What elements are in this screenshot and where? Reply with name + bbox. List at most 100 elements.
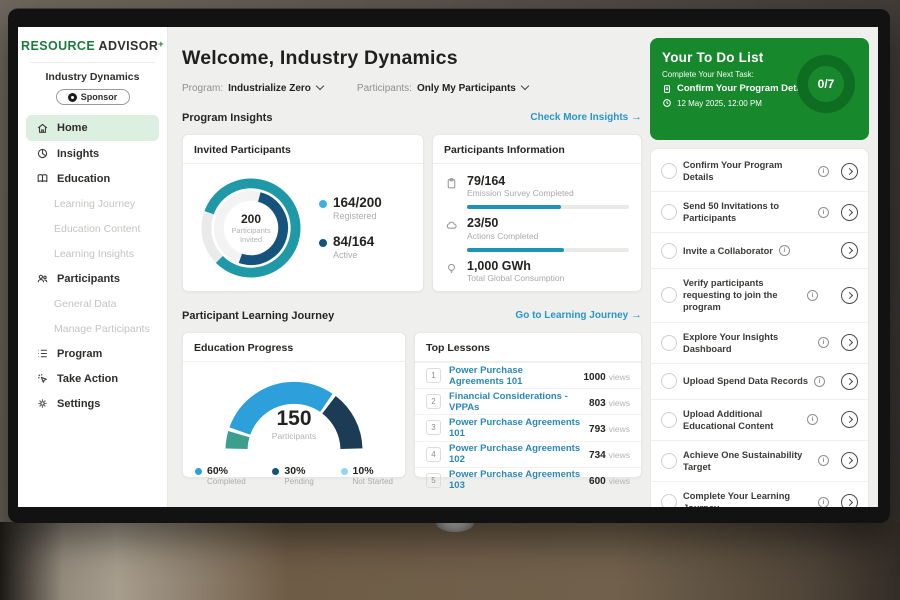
sidebar: RESOURCE ADVISOR+ Industry Dynamics Spon… [18,27,168,507]
card-title: Top Lessons [415,333,641,362]
sidebar-item-learning-insights[interactable]: Learning Insights [54,247,134,260]
info-icon[interactable]: i [818,455,829,467]
document-icon [662,84,672,94]
task-row[interactable]: Confirm Your Program Details i [651,151,868,191]
sidebar-item-settings[interactable]: Settings [18,391,167,416]
task-row[interactable]: Invite a Collaborator i [651,232,868,268]
task-open-button[interactable] [841,286,858,304]
arrow-right-icon: → [631,111,642,123]
task-row[interactable]: Upload Additional Educational Content i [651,398,868,440]
task-open-button[interactable] [841,242,858,260]
task-checkbox[interactable] [661,411,677,428]
take-action-icon [36,372,49,385]
sidebar-item-participants[interactable]: Participants [18,266,167,291]
task-open-button[interactable] [841,334,858,352]
org-name: Industry Dynamics [45,71,140,83]
program-filter[interactable]: Program: Industrialize Zero [182,81,325,94]
task-checkbox[interactable] [661,204,677,221]
participants-filter[interactable]: Participants: Only My Participants [357,81,530,94]
rank-badge: 2 [426,394,441,410]
task-open-button[interactable] [841,203,858,221]
task-row[interactable]: Complete Your Learning Journey i [651,481,868,507]
task-checkbox[interactable] [661,334,677,351]
check-more-insights-link[interactable]: Check More Insights → [530,111,642,124]
legend-dot [272,468,280,475]
home-icon [36,122,49,135]
progress-track [467,247,629,252]
task-checkbox[interactable] [661,373,677,390]
sidebar-item-learning-journey[interactable]: Learning Journey [54,197,136,210]
info-icon[interactable]: i [818,337,829,349]
task-row[interactable]: Explore Your Insights Dashboard i [651,321,868,363]
task-checkbox[interactable] [661,452,677,469]
lesson-link[interactable]: Financial Considerations - VPPAs [449,390,568,413]
page-title: Welcome, Industry Dynamics [182,47,458,69]
info-icon[interactable]: i [778,245,790,257]
sidebar-item-program[interactable]: Program [18,341,167,366]
invited-donut-chart: 200 Participants Invited [193,170,309,286]
sponsor-badge[interactable]: Sponsor [55,89,130,105]
education-progress-card: Education Progress 150 Participants [182,332,406,486]
clock-icon [662,98,672,108]
sidebar-item-manage-participants[interactable]: Manage Participants [54,322,150,335]
task-row[interactable]: Upload Spend Data Records i [651,362,868,399]
task-checkbox[interactable] [661,163,677,180]
divider [30,62,155,63]
info-icon[interactable]: i [807,289,818,301]
legend-dot [319,200,327,209]
rank-badge: 1 [426,368,441,384]
task-open-button[interactable] [841,452,858,470]
task-list-card: Confirm Your Program Details i Send 50 I… [650,148,869,507]
participants-icon [36,272,49,285]
info-icon[interactable]: i [818,206,829,218]
lesson-link[interactable]: Power Purchase Agreements 101 [449,364,523,387]
lesson-row: 5 Power Purchase Agreements 103 600 views [415,466,641,493]
sidebar-item-home[interactable]: Home [26,115,159,141]
task-open-button[interactable] [841,493,858,507]
sidebar-item-take-action[interactable]: Take Action [18,366,167,391]
lesson-link[interactable]: Power Purchase Agreements 101 [449,416,581,439]
task-open-button[interactable] [841,372,858,390]
donut-center-label: Participants Invited [231,225,271,244]
task-row[interactable]: Achieve One Sustainability Target i [651,439,868,481]
rank-badge: 4 [426,446,441,462]
journey-cards-row: Education Progress 150 Participants [182,332,642,491]
task-open-button[interactable] [841,162,858,180]
survey-icon [445,177,458,190]
card-title: Education Progress [183,333,405,362]
lightbulb-icon [445,262,458,275]
sidebar-item-general-data[interactable]: General Data [54,297,117,310]
insights-icon [36,147,49,160]
insights-cards-row: Invited Participants 200 [182,134,642,292]
progress-fill [467,247,565,252]
main-content: Welcome, Industry Dynamics Program: Indus… [168,27,648,507]
lesson-row: 3 Power Purchase Agreements 101 793 views [415,414,641,440]
education-gauge-chart: 150 Participants [209,366,379,463]
gear-icon [36,397,49,410]
legend-dot [340,468,348,475]
go-to-learning-journey-link[interactable]: Go to Learning Journey → [515,309,642,322]
task-row[interactable]: Send 50 Invitations to Participants i [651,191,868,232]
donut-center-value: 200 [240,211,262,226]
todo-progress-ring: 0/7 [797,55,855,113]
task-checkbox[interactable] [661,494,677,507]
info-icon[interactable]: i [818,165,829,177]
info-icon[interactable]: i [807,414,818,426]
progress-track [467,205,629,210]
task-checkbox[interactable] [661,242,677,259]
rank-badge: 3 [426,420,441,436]
task-checkbox[interactable] [661,287,677,304]
task-open-button[interactable] [841,411,858,429]
lesson-row: 2 Financial Considerations - VPPAs 803 vi… [415,388,641,414]
app-logo: RESOURCE ADVISOR+ [21,39,164,53]
info-icon[interactable]: i [814,375,826,387]
sidebar-item-insights[interactable]: Insights [18,141,167,166]
lesson-link[interactable]: Power Purchase Agreements 103 [449,469,581,492]
sidebar-item-education-content[interactable]: Education Content [54,222,141,235]
info-icon[interactable]: i [818,496,829,507]
task-row[interactable]: Verify participants requesting to join t… [651,268,868,321]
invited-participants-card: Invited Participants 200 [182,134,424,292]
lesson-link[interactable]: Power Purchase Agreements 102 [449,443,581,466]
sidebar-item-education[interactable]: Education [18,166,167,191]
lesson-row: 1 Power Purchase Agreements 101 1000 view… [415,362,641,388]
